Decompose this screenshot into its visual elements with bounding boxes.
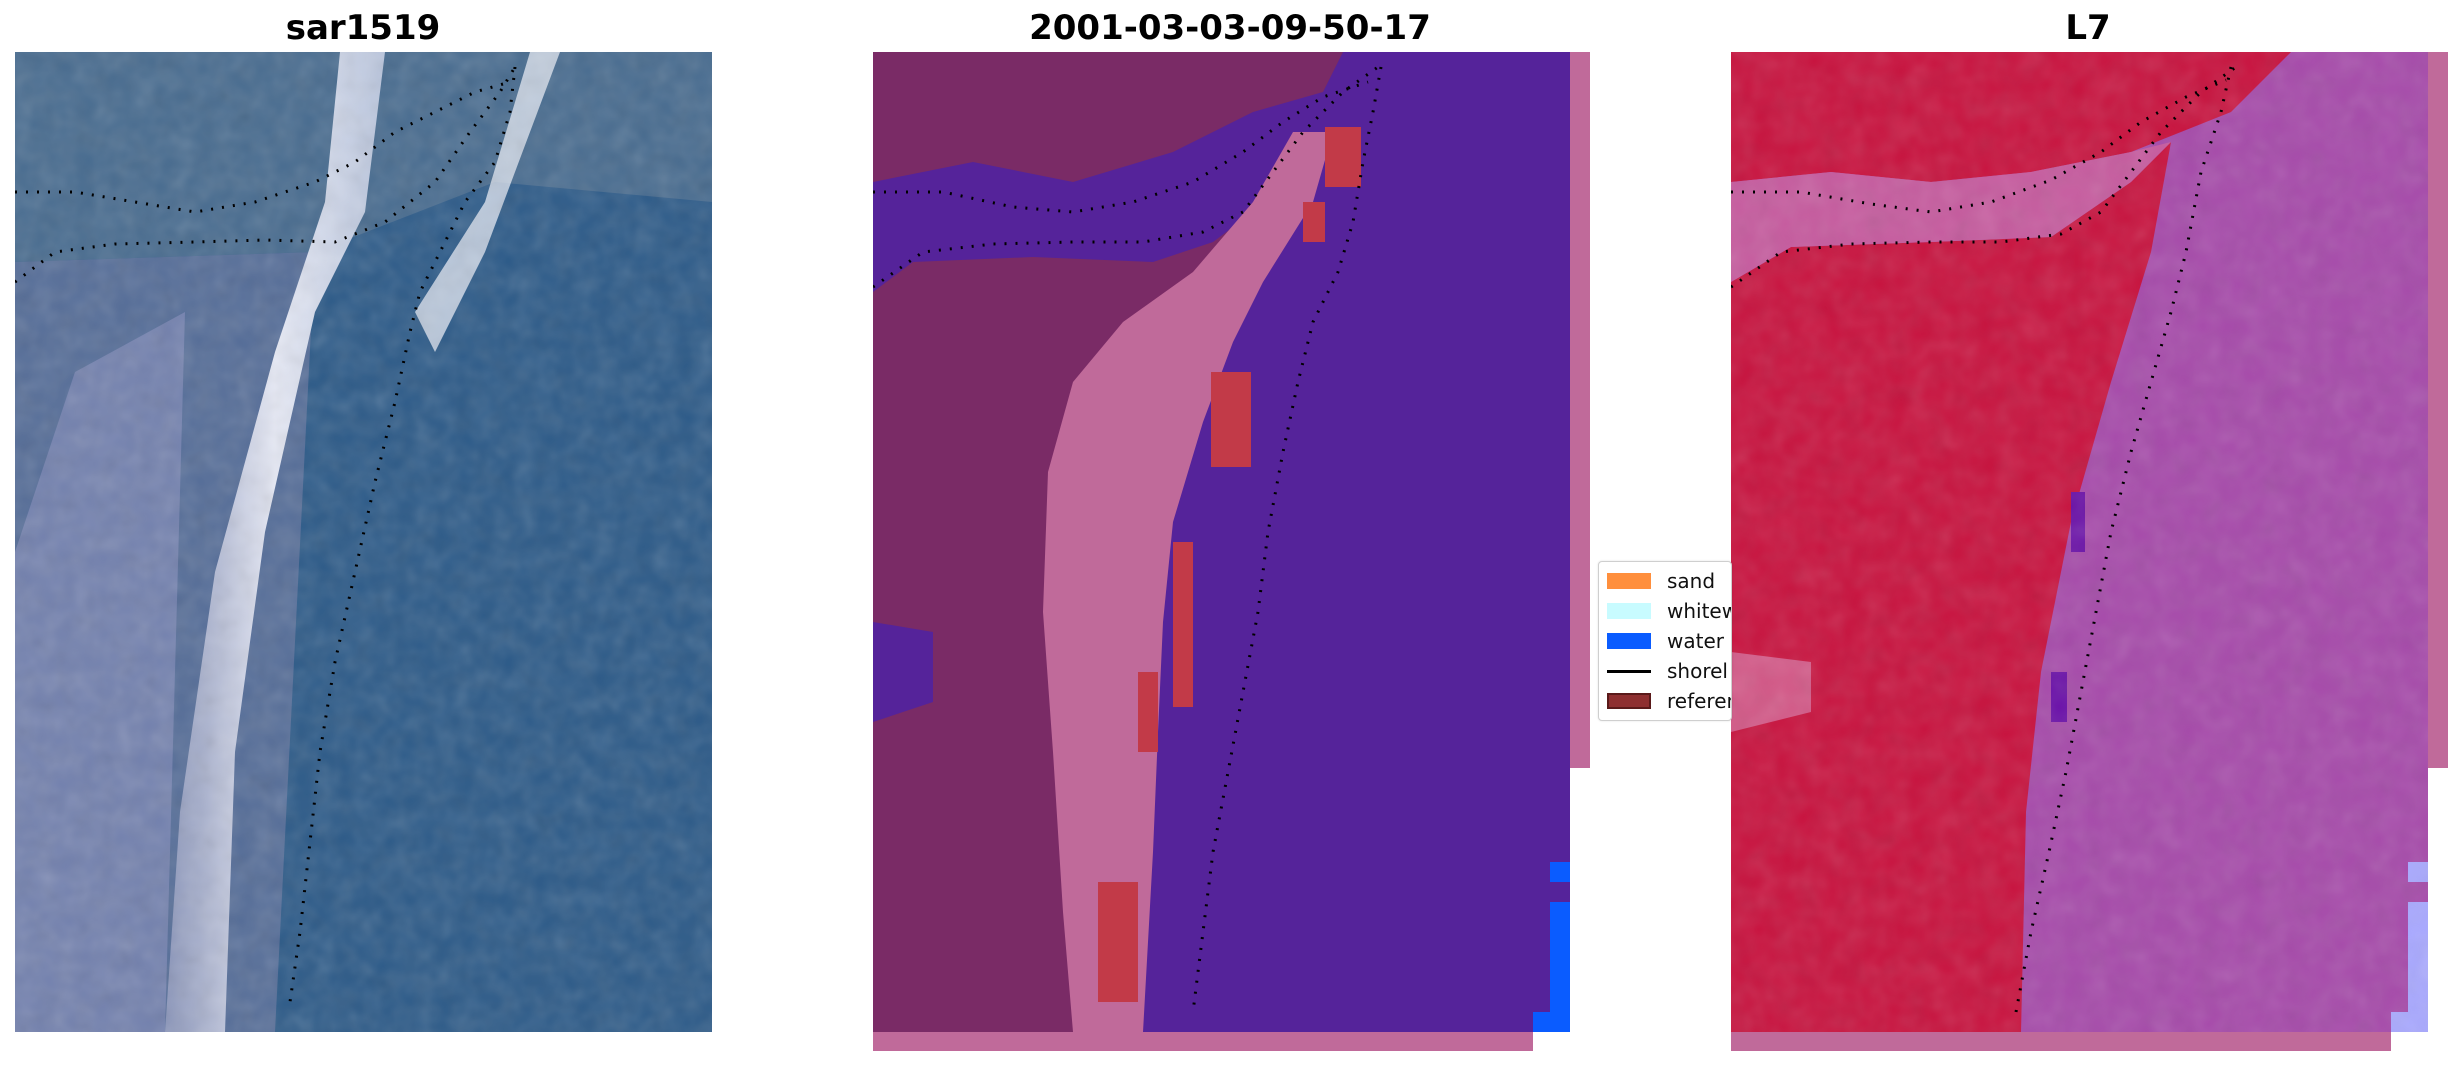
classified-water-pixel-2 [1550, 902, 1570, 1032]
index-shoreline-mid [1731, 65, 2237, 289]
rgb-image [15, 52, 712, 1032]
index-image-panel [1731, 52, 2448, 1051]
classified-water-pixel-1 [1550, 862, 1570, 882]
classified-red-patch-1 [1325, 127, 1361, 187]
classified-right-strip [1570, 52, 1590, 768]
index-shoreline [2014, 66, 2233, 1013]
index-texture [1731, 52, 2428, 1032]
legend-label-sand: sand [1667, 569, 1716, 593]
index-right-strip [2428, 52, 2448, 768]
index-bottom-strip [1731, 1032, 2391, 1051]
index-image [1731, 52, 2448, 1051]
legend: sand whitew water shorel referen [1598, 561, 1732, 721]
rgb-shoreline-upper [15, 80, 511, 214]
panel-title-index: L7 [2065, 8, 2111, 48]
classified-top-land [873, 52, 1343, 182]
classified-bottom-strip [873, 1032, 1533, 1051]
legend-swatch-reference [1607, 693, 1651, 709]
classified-red-patch-2 [1303, 202, 1325, 242]
panel-title-classified: 2001-03-03-09-50-17 [1029, 8, 1431, 48]
panel-title-rgb: sar1519 [285, 8, 441, 48]
classified-shoreline-mid [873, 65, 1379, 289]
legend-label-water: water [1667, 629, 1724, 653]
legend-swatch-shoreline [1607, 669, 1651, 673]
legend-item-shoreline: shorel [1607, 659, 1728, 683]
legend-label-shoreline: shorel [1667, 659, 1728, 683]
legend-swatch-whitewater [1607, 603, 1651, 619]
legend-swatch-water [1607, 633, 1651, 649]
classified-dune [1043, 132, 1333, 1032]
legend-item-sand: sand [1607, 569, 1715, 593]
legend-item-whitewater: whitew [1607, 599, 1732, 623]
classified-red-patch-5 [1138, 672, 1158, 752]
classified-image [873, 52, 1590, 1051]
rgb-image-panel [15, 52, 712, 1032]
classified-red-patch-6 [1098, 882, 1138, 1002]
legend-label-whitewater: whitew [1667, 599, 1732, 623]
legend-label-reference: referen [1667, 689, 1732, 713]
legend-item-water: water [1607, 629, 1724, 653]
classified-water-pixel-3 [1533, 1012, 1570, 1032]
rgb-shoreline-mid [15, 66, 517, 284]
rgb-texture [15, 52, 712, 1032]
classified-red-patch-3 [1211, 372, 1251, 467]
classified-red-patch-4 [1173, 542, 1193, 707]
legend-swatch-sand [1607, 573, 1651, 589]
legend-item-reference: referen [1607, 689, 1732, 713]
classified-image-panel [873, 52, 1590, 1051]
